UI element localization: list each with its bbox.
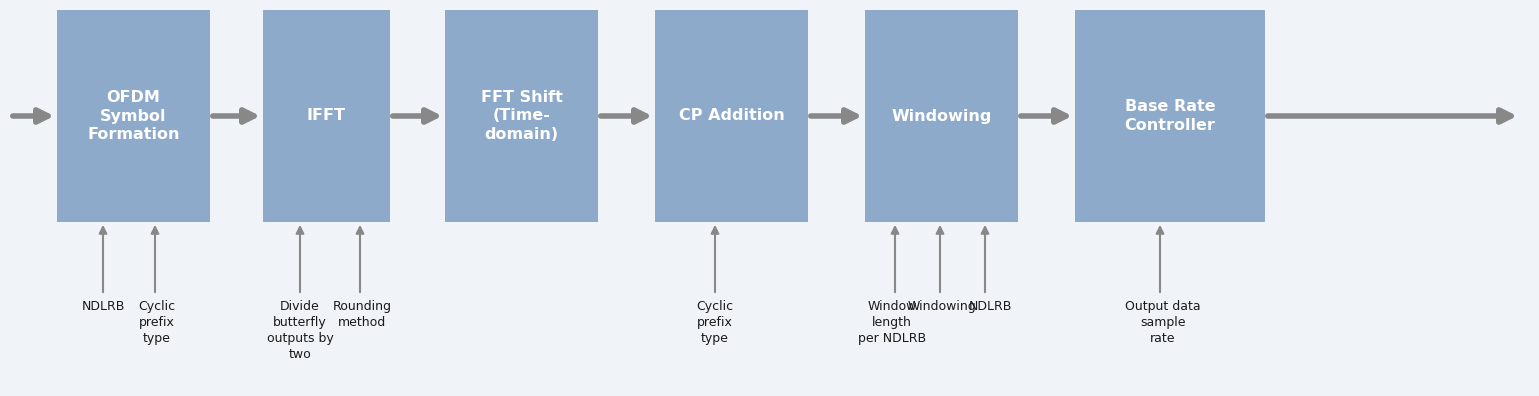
FancyBboxPatch shape — [57, 10, 209, 222]
Text: Cyclic
prefix
type: Cyclic prefix type — [139, 300, 175, 345]
FancyBboxPatch shape — [1076, 10, 1265, 222]
Text: Window
length
per NDLRB: Window length per NDLRB — [857, 300, 926, 345]
Text: Rounding
method: Rounding method — [332, 300, 391, 329]
FancyBboxPatch shape — [263, 10, 389, 222]
Text: NDLRB: NDLRB — [968, 300, 1011, 313]
Text: Cyclic
prefix
type: Cyclic prefix type — [697, 300, 734, 345]
Text: NDLRB: NDLRB — [82, 300, 125, 313]
Text: IFFT: IFFT — [306, 109, 346, 124]
Text: Windowing: Windowing — [891, 109, 991, 124]
FancyBboxPatch shape — [445, 10, 599, 222]
FancyBboxPatch shape — [656, 10, 808, 222]
Text: Base Rate
Controller: Base Rate Controller — [1125, 99, 1216, 133]
Text: Divide
butterfly
outputs by
two: Divide butterfly outputs by two — [266, 300, 334, 361]
Text: OFDM
Symbol
Formation: OFDM Symbol Formation — [88, 90, 180, 142]
Text: CP Addition: CP Addition — [679, 109, 785, 124]
Text: Windowing: Windowing — [908, 300, 976, 313]
FancyBboxPatch shape — [865, 10, 1017, 222]
Text: Output data
sample
rate: Output data sample rate — [1125, 300, 1200, 345]
Text: FFT Shift
(Time-
domain): FFT Shift (Time- domain) — [480, 90, 562, 142]
